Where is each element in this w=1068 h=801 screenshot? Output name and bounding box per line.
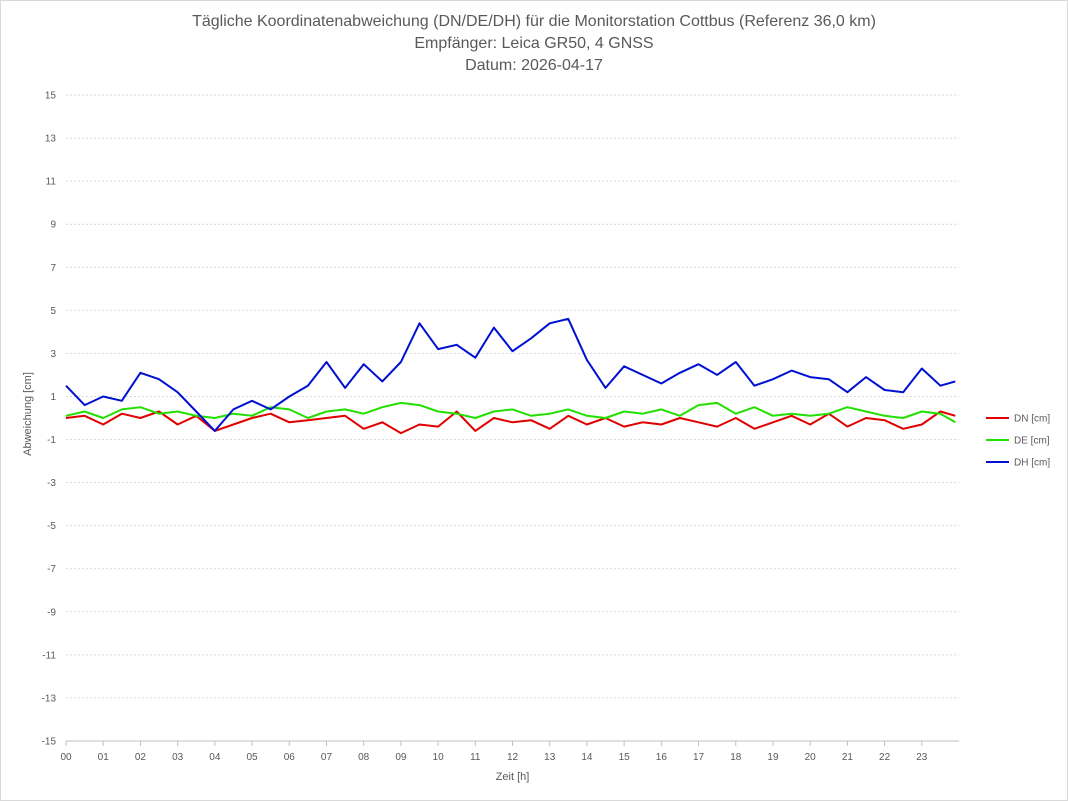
x-tick-label: 16 — [656, 752, 668, 763]
x-tick-label: 21 — [842, 752, 854, 763]
legend: DN [cm] DE [cm] DH [cm] — [986, 414, 1050, 469]
y-tick-label: -15 — [42, 737, 57, 748]
series-lines — [65, 317, 956, 435]
x-tick-label: 00 — [60, 752, 72, 763]
chart-subtitle-receiver: Empfänger: Leica GR50, 4 GNSS — [414, 35, 654, 52]
x-tick-label: 22 — [879, 752, 891, 763]
x-tick-label: 18 — [730, 752, 742, 763]
series-line-1 — [65, 401, 956, 424]
y-axis-ticks: 15 13 11 9 7 5 3 1 -1 -3 -5 -7 -9 -11 -13 -15 — [42, 91, 57, 748]
y-tick-label: -7 — [47, 564, 56, 575]
x-tick-label: 04 — [209, 752, 221, 763]
x-tick-label: 17 — [693, 752, 705, 763]
x-tick-label: 14 — [581, 752, 593, 763]
x-tick-label: 01 — [98, 752, 110, 763]
y-tick-label: 3 — [50, 349, 56, 360]
y-axis-label: Abweichung [cm] — [22, 372, 34, 456]
x-tick-label: 19 — [767, 752, 779, 763]
x-axis-ticks: 00 01 02 03 04 05 06 07 08 09 10 11 12 13 14 15 16 17 18 19… — [60, 741, 928, 763]
x-tick-label: 13 — [544, 752, 556, 763]
y-tick-label: -13 — [42, 693, 57, 704]
y-tick-label: -5 — [47, 521, 56, 532]
x-tick-label: 20 — [805, 752, 817, 763]
legend-label: DE [cm] — [1014, 436, 1050, 447]
y-tick-label: -3 — [47, 478, 56, 489]
y-tick-label: 13 — [45, 134, 57, 145]
x-axis-label: Zeit [h] — [496, 771, 530, 783]
x-tick-label: 07 — [321, 752, 333, 763]
legend-label: DN [cm] — [1014, 414, 1050, 425]
x-tick-label: 03 — [172, 752, 184, 763]
x-tick-label: 09 — [395, 752, 407, 763]
x-tick-label: 12 — [507, 752, 519, 763]
x-tick-label: 10 — [433, 752, 445, 763]
y-tick-label: 11 — [46, 177, 57, 188]
x-tick-label: 06 — [284, 752, 296, 763]
x-tick-label: 11 — [470, 752, 481, 763]
y-tick-label: 9 — [50, 220, 56, 231]
chart-title: Tägliche Koordinatenabweichung (DN/DE/DH… — [192, 13, 876, 30]
y-tick-label: 15 — [45, 91, 57, 102]
y-tick-label: 5 — [50, 306, 56, 317]
x-tick-label: 05 — [246, 752, 258, 763]
x-tick-label: 02 — [135, 752, 147, 763]
y-tick-label: 7 — [50, 263, 56, 274]
x-tick-label: 23 — [916, 752, 928, 763]
grid-lines — [66, 94, 959, 699]
chart-subtitle-date: Datum: 2026-04-17 — [465, 57, 603, 74]
y-tick-label: -11 — [42, 650, 56, 661]
y-tick-label: -1 — [47, 435, 56, 446]
y-tick-label: -9 — [47, 607, 56, 618]
chart-titles: Tägliche Koordinatenabweichung (DN/DE/DH… — [1, 11, 1067, 77]
series-line-2 — [65, 317, 956, 432]
legend-label: DH [cm] — [1014, 458, 1050, 469]
x-tick-label: 08 — [358, 752, 370, 763]
y-tick-label: 1 — [50, 392, 56, 403]
x-tick-label: 15 — [619, 752, 631, 763]
